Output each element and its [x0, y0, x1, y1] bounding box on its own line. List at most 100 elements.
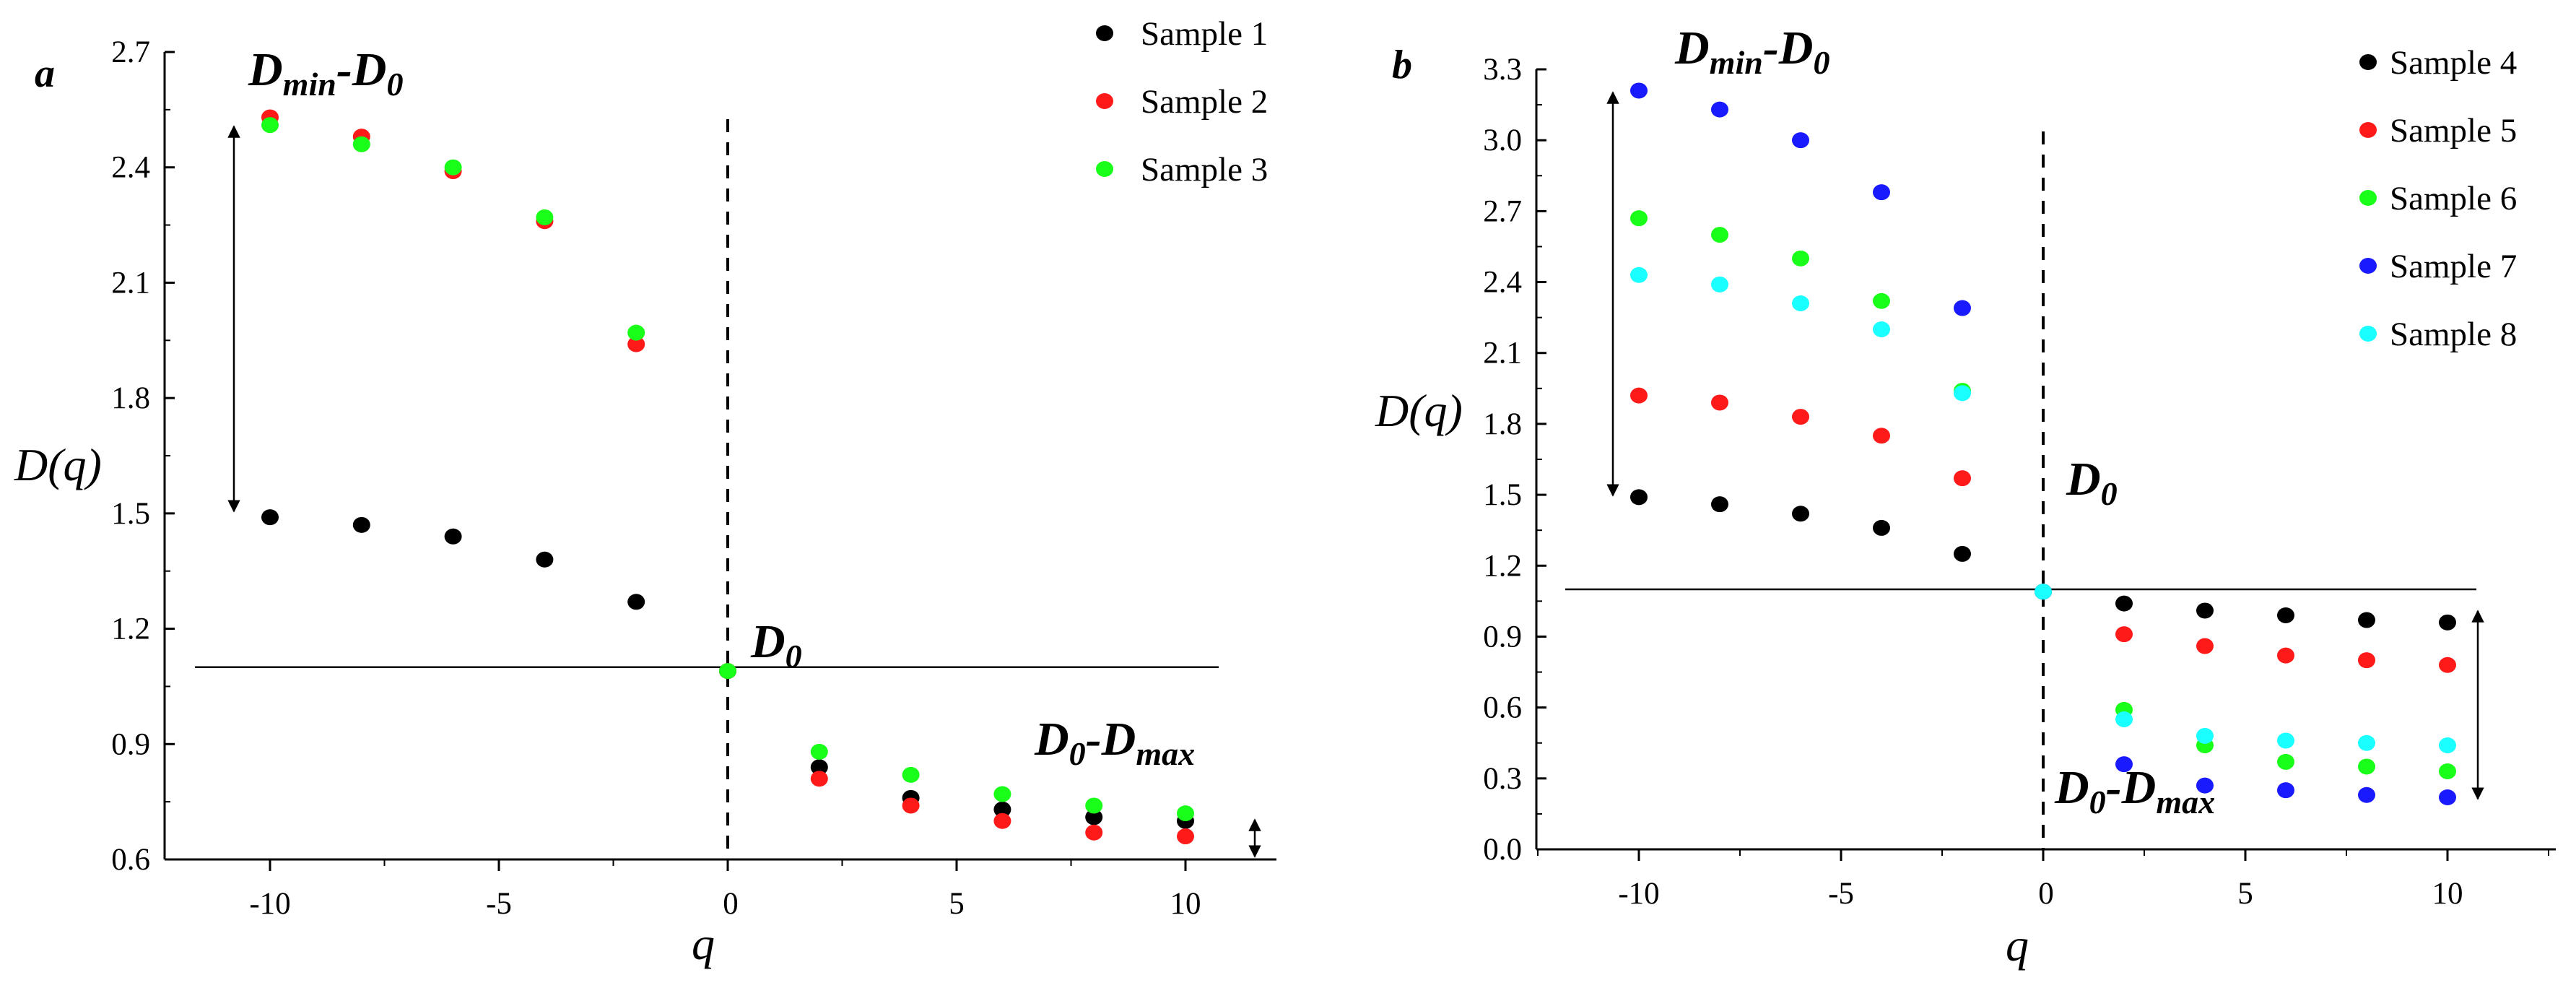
data-point: [2277, 647, 2294, 664]
data-point: [2277, 732, 2294, 749]
data-point: [902, 766, 920, 783]
data-point: [2196, 727, 2214, 744]
data-point: [352, 516, 370, 533]
data-point: [2277, 782, 2294, 799]
y-tick-label: 2.4: [111, 151, 150, 185]
annotation-d0: D0: [750, 615, 802, 675]
annotation-d0: D0: [2066, 453, 2118, 512]
legend-marker: [2359, 54, 2377, 70]
x-tick-label: -10: [1618, 877, 1659, 911]
data-point: [2115, 626, 2133, 643]
y-tick-label: 1.2: [1483, 549, 1522, 583]
y-tick-label: 3.0: [1483, 124, 1522, 157]
data-point: [2115, 595, 2133, 612]
data-point: [1873, 428, 1890, 444]
annotation-d0-dmax: D0-Dmax: [1034, 713, 1195, 772]
y-axis-title: D(q): [1375, 385, 1463, 436]
panel-b: 0.0 0.3 0.6 0.9 1.2 1.5 1.8 2.1 2.4 2.7 3.0 3.3 -10 -…: [1375, 22, 2556, 971]
data-point: [1954, 385, 1971, 402]
legend-label: Sample 4: [2390, 44, 2517, 82]
legend-label: Sample 6: [2390, 180, 2517, 217]
annotation-d0-dmax: D0-Dmax: [2054, 761, 2215, 820]
data-point: [1792, 250, 1809, 266]
data-point: [352, 136, 370, 152]
data-point: [993, 812, 1011, 829]
data-point: [1954, 300, 1971, 316]
data-point: [993, 786, 1011, 802]
annotation-dmin-d0: Dmin-D0: [1674, 22, 1829, 81]
y-tick-label: 0.6: [111, 843, 150, 877]
y-tick-label: 0.0: [1483, 833, 1522, 867]
x-axis-title: q: [2006, 919, 2029, 971]
data-point: [2196, 602, 2214, 619]
data-point: [536, 209, 554, 225]
y-tick-label: 1.8: [111, 381, 150, 415]
panel-label: b: [1392, 43, 1412, 87]
data-point: [1085, 797, 1103, 814]
data-point: [1954, 545, 1971, 562]
x-tick-label: 0: [2038, 877, 2054, 911]
data-point: [627, 324, 645, 341]
legend-label: Sample 8: [2390, 316, 2517, 353]
legend-marker: [2359, 190, 2377, 206]
data-point: [1873, 184, 1890, 201]
data-point: [2115, 756, 2133, 773]
data-point: [2439, 737, 2456, 753]
data-point: [810, 743, 828, 760]
data-point: [261, 509, 279, 526]
data-point: [2439, 789, 2456, 805]
y-tick-label: 3.3: [1483, 53, 1522, 87]
legend-label: Sample 7: [2390, 248, 2517, 285]
data-point: [2035, 584, 2052, 600]
data-point: [1873, 519, 1890, 536]
x-tick-label: -5: [486, 887, 512, 921]
data-point: [1792, 132, 1809, 149]
data-point: [1792, 409, 1809, 425]
data-point: [1792, 506, 1809, 522]
y-tick-label: 0.6: [1483, 691, 1522, 725]
data-point: [444, 159, 462, 176]
data-point: [2358, 786, 2375, 803]
data-point: [719, 663, 736, 680]
data-point: [627, 594, 645, 610]
x-tick-label: -10: [249, 887, 290, 921]
y-tick-label: 0.9: [1483, 620, 1522, 654]
data-point: [993, 801, 1011, 818]
data-point: [1085, 824, 1103, 841]
y-tick-label: 1.2: [111, 612, 150, 646]
data-point: [2439, 656, 2456, 673]
data-point: [2358, 612, 2375, 628]
y-tick-label: 2.1: [111, 266, 150, 300]
data-point: [1711, 394, 1728, 411]
legend-marker: [2359, 258, 2377, 274]
data-point: [1630, 266, 1648, 283]
data-point: [810, 771, 828, 787]
legend-label: Sample 5: [2390, 112, 2517, 150]
data-point: [1630, 489, 1648, 506]
legend-marker: [1096, 25, 1113, 41]
y-tick-label: 0.3: [1483, 762, 1522, 796]
panel-label: a: [35, 51, 55, 96]
data-point: [2439, 614, 2456, 630]
y-tick-label: 1.5: [1483, 478, 1522, 512]
legend-marker: [1096, 161, 1113, 177]
data-point: [2358, 652, 2375, 669]
legend-marker: [2359, 326, 2377, 342]
data-point: [444, 528, 462, 545]
data-point: [1711, 101, 1728, 118]
data-point: [2196, 638, 2214, 654]
y-tick-label: 1.5: [111, 497, 150, 531]
x-axis-title: q: [692, 918, 715, 969]
y-axis-title: D(q): [14, 439, 102, 490]
data-point: [627, 336, 645, 352]
x-tick-label: 5: [949, 887, 965, 921]
data-point: [902, 797, 920, 814]
data-point: [2277, 753, 2294, 770]
data-point: [810, 759, 828, 776]
y-tick-label: 0.9: [111, 727, 150, 761]
legend-label: Sample 2: [1141, 83, 1268, 121]
data-point: [1177, 828, 1194, 845]
legend-marker: [2359, 122, 2377, 138]
data-point: [2115, 711, 2133, 727]
